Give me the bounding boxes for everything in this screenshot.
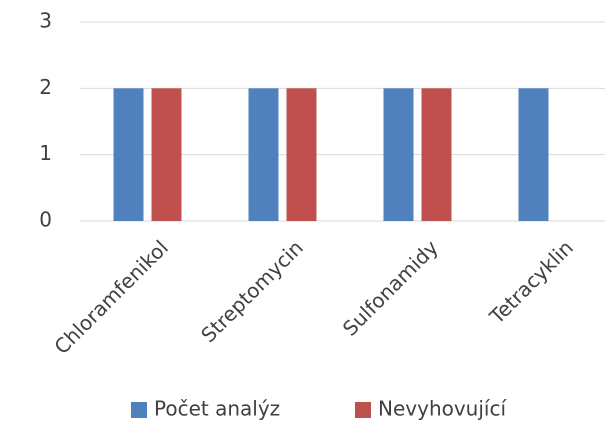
bar	[518, 88, 549, 221]
legend-swatch	[131, 402, 147, 418]
y-tick-label: 2	[39, 75, 52, 99]
bar	[151, 88, 182, 221]
legend-label: Počet analýz	[154, 397, 280, 421]
bar	[248, 88, 279, 221]
y-tick-label: 0	[39, 208, 52, 232]
y-tick-label: 1	[39, 141, 52, 165]
bar	[286, 88, 317, 221]
bar	[113, 88, 144, 221]
legend-swatch	[355, 402, 371, 418]
x-tick-label: Sulfonamidy	[338, 235, 443, 340]
bar	[383, 88, 414, 221]
bar	[421, 88, 452, 221]
legend-label: Nevyhovující	[378, 397, 507, 421]
x-tick-label: Chloramfenikol	[49, 235, 172, 358]
x-tick-label: Tetracyklin	[484, 235, 578, 329]
y-tick-label: 3	[39, 9, 52, 33]
x-tick-label: Streptomycin	[196, 235, 308, 347]
